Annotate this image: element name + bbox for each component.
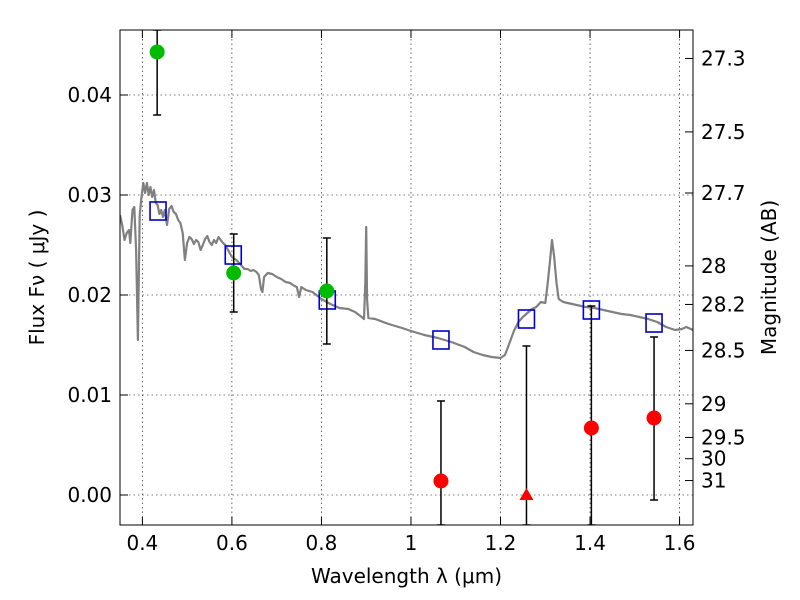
x-tick-label: 1 [405,531,418,555]
model-photometry-point [645,313,663,333]
x-tick-label: 1.6 [664,531,696,555]
x-tick-label: 0.4 [126,531,158,555]
magnitude-tick-label: 28 [701,254,726,278]
model-photometry-point [517,309,536,329]
upper-limit-point [519,488,534,500]
magnitude-tick-label: 28.2 [701,292,746,316]
y-tick-label: 0.03 [67,183,112,207]
magnitude-tick-label: 27.7 [701,181,746,205]
x-tick-label: 1.4 [574,531,606,555]
magnitude-tick-label: 27.5 [701,120,746,144]
y-tick-label: 0.04 [67,83,112,107]
detection-point [149,44,165,60]
x-tick-label: 0.8 [306,531,338,555]
y-tick-label: 0.00 [67,483,112,507]
magnitude-tick-label: 29 [701,392,726,416]
detection-point [319,283,335,299]
low-snr-point [583,420,599,436]
magnitude-tick-label: 28.5 [701,338,746,362]
detection-point [226,265,242,281]
y-tick-labels: 0.00 0.01 0.02 0.03 0.04 [67,83,112,507]
model-photometry-point [432,330,450,350]
low-snr-point [646,410,662,426]
low-snr-point [433,473,449,489]
model-photometry-point [149,201,167,221]
x-tick-label: 1.2 [485,531,517,555]
magnitude-tick-label: 31 [701,469,726,493]
model-sed-path [120,181,693,360]
y-axis-label: Flux Fν ( μJy ) [25,210,49,346]
x-tick-labels: 0.4 0.6 0.8 1 1.2 1.4 1.6 [126,531,695,555]
magnitude-tick-label: 27.3 [701,46,746,70]
model-sed-line [120,181,693,360]
magnitude-tick-label: 30 [701,447,726,471]
right-axis-label: Magnitude (AB) [757,200,781,355]
x-tick-label: 0.6 [216,531,248,555]
y-tick-label: 0.01 [67,383,112,407]
low-snr-series [433,410,662,500]
plot-frame [119,29,694,526]
y-tick-label: 0.02 [67,283,112,307]
detections-series [149,44,335,299]
grid [120,30,693,525]
magnitude-tick-label: 29.5 [701,425,746,449]
x-axis-label: Wavelength λ (μm) [311,564,502,588]
axis-ticks [120,30,693,525]
